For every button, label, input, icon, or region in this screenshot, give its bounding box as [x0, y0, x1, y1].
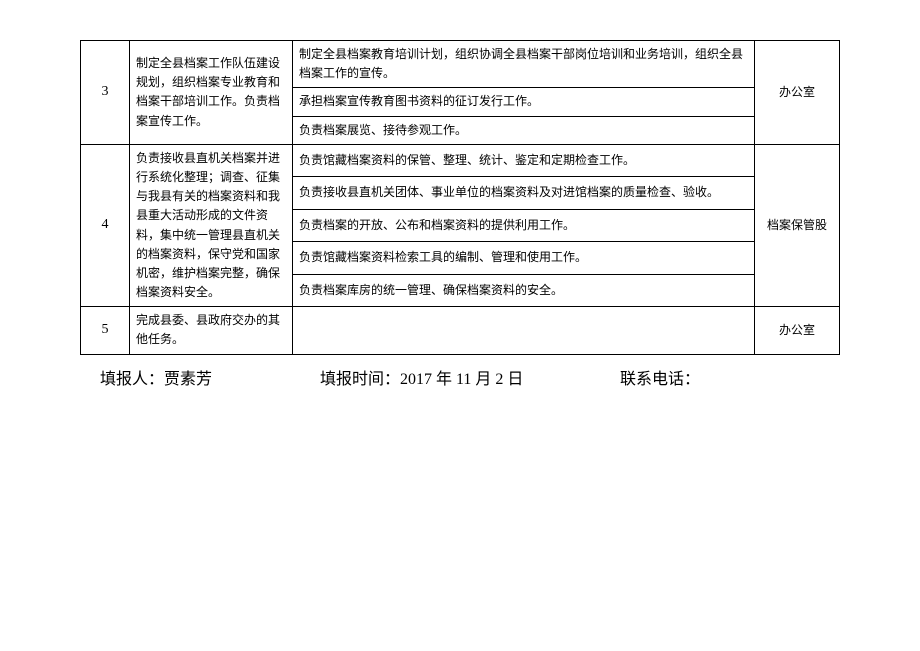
row-number: 4: [81, 144, 130, 307]
row-number: 5: [81, 307, 130, 354]
row-description: 制定全县档案工作队伍建设规划，组织档案专业教育和档案干部培训工作。负责档案宣传工…: [130, 41, 293, 145]
row-department: 办公室: [755, 41, 840, 145]
row-description: 完成县委、县政府交办的其他任务。: [130, 307, 293, 354]
row-detail: 负责馆藏档案资料的保管、整理、统计、鉴定和定期检查工作。: [293, 144, 755, 177]
main-table: 3 制定全县档案工作队伍建设规划，组织档案专业教育和档案干部培训工作。负责档案宣…: [80, 40, 840, 355]
footer-reporter: 填报人：贾素芳: [100, 365, 320, 389]
table-row: 5 完成县委、县政府交办的其他任务。 办公室: [81, 307, 840, 354]
row-description: 负责接收县直机关档案并进行系统化整理；调查、征集与我县有关的档案资料和我县重大活…: [130, 144, 293, 307]
table-row: 4 负责接收县直机关档案并进行系统化整理；调查、征集与我县有关的档案资料和我县重…: [81, 144, 840, 177]
row-detail: 负责档案展览、接待参观工作。: [293, 116, 755, 144]
phone-label: 联系电话：: [620, 371, 700, 388]
date-value: 2017 年 11 月 2 日: [400, 371, 523, 388]
reporter-label: 填报人：: [100, 371, 164, 388]
footer-date: 填报时间：2017 年 11 月 2 日: [320, 365, 620, 389]
row-number: 3: [81, 41, 130, 145]
row-department: 办公室: [755, 307, 840, 354]
row-detail: 负责接收县直机关团体、事业单位的档案资料及对进馆档案的质量检查、验收。: [293, 177, 755, 210]
footer-phone: 联系电话：: [620, 365, 840, 389]
row-detail: 负责档案的开放、公布和档案资料的提供利用工作。: [293, 209, 755, 242]
row-department: 档案保管股: [755, 144, 840, 307]
page-container: 3 制定全县档案工作队伍建设规划，组织档案专业教育和档案干部培训工作。负责档案宣…: [0, 0, 920, 389]
reporter-name: 贾素芳: [164, 371, 212, 388]
row-detail: 负责馆藏档案资料检索工具的编制、管理和使用工作。: [293, 242, 755, 275]
table-row: 3 制定全县档案工作队伍建设规划，组织档案专业教育和档案干部培训工作。负责档案宣…: [81, 41, 840, 88]
footer-line: 填报人：贾素芳 填报时间：2017 年 11 月 2 日 联系电话：: [100, 365, 840, 389]
row-detail: [293, 307, 755, 354]
row-detail: 负责档案库房的统一管理、确保档案资料的安全。: [293, 274, 755, 307]
row-detail: 承担档案宣传教育图书资料的征订发行工作。: [293, 88, 755, 116]
row-detail: 制定全县档案教育培训计划，组织协调全县档案干部岗位培训和业务培训，组织全县档案工…: [293, 41, 755, 88]
date-label: 填报时间：: [320, 371, 400, 388]
